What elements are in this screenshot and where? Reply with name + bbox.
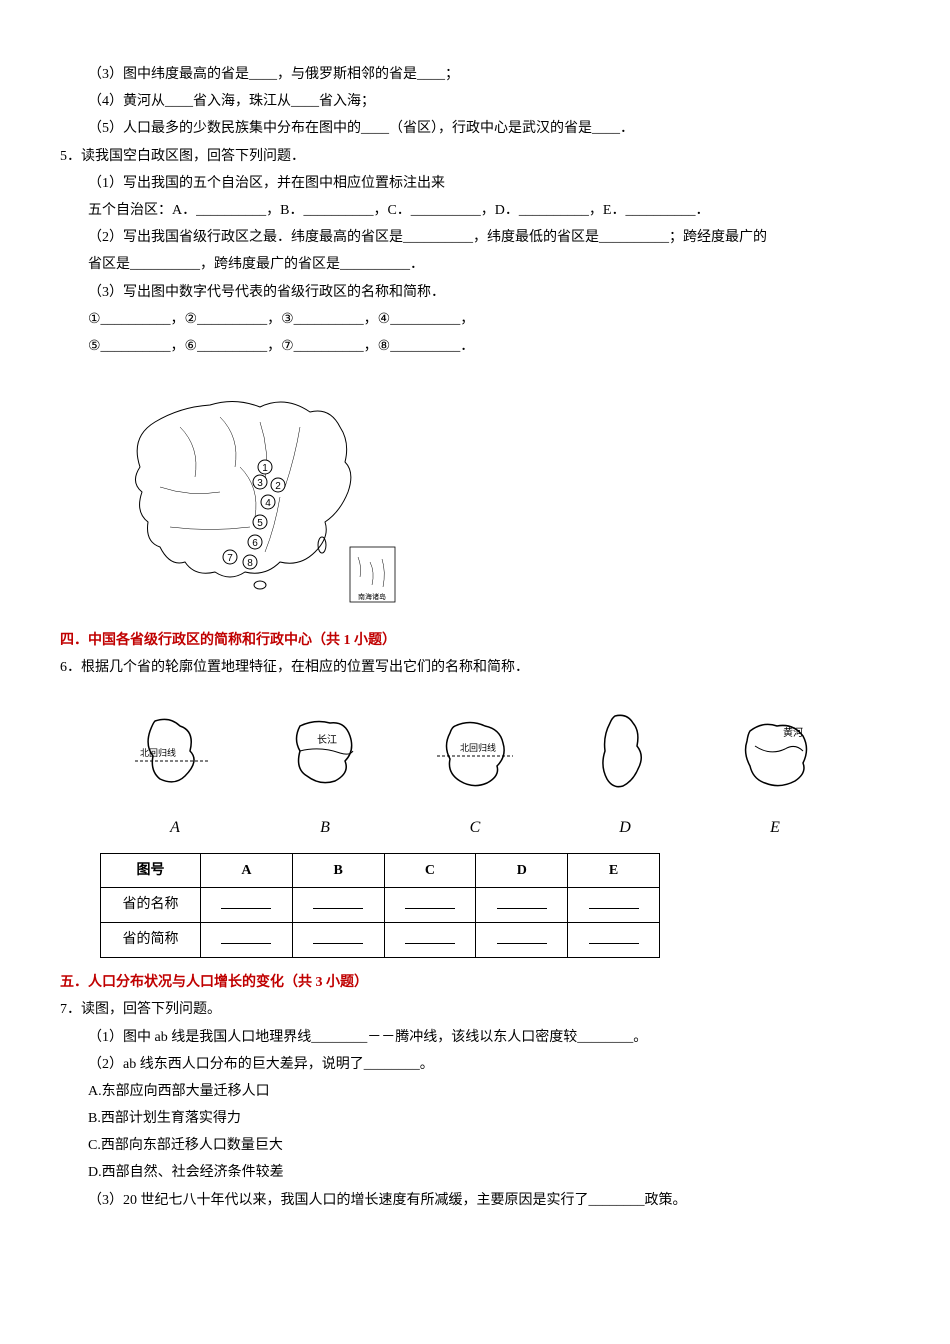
q-line-3: （3）图中纬度最高的省是____，与俄罗斯相邻的省是____；: [60, 62, 890, 87]
q5-p2a: （2）写出我国省级行政区之最．纬度最高的省区是__________，纬度最低的省…: [60, 225, 890, 250]
map-legend-text: 南海诸岛: [358, 592, 386, 601]
q7-optD: D.西部自然、社会经济条件较差: [60, 1160, 890, 1185]
outline-E-annotation: 黄河: [783, 726, 803, 739]
map-num-3: 3: [257, 478, 263, 489]
th-B: B: [292, 853, 384, 887]
outline-E-label: E: [720, 814, 830, 843]
q5-p3: （3）写出图中数字代号代表的省级行政区的名称和简称．: [60, 280, 890, 305]
row1-label: 省的名称: [101, 887, 201, 922]
q7-optC: C.西部向东部迁移人口数量巨大: [60, 1133, 890, 1158]
outline-D-label: D: [570, 814, 680, 843]
china-map: 1 2 3 4 5 6 7 8 南海诸岛: [100, 367, 890, 616]
th-C: C: [384, 853, 476, 887]
outline-C-label: C: [420, 814, 530, 843]
blank: [313, 892, 363, 909]
outline-A: 北回归线 A: [120, 701, 230, 843]
text: （3）图中纬度最高的省是____，与俄罗斯相邻的省是____；: [88, 67, 459, 82]
q5-stem: 5．读我国空白政区图，回答下列问题．: [60, 144, 890, 169]
outline-C-annotation: 北回归线: [460, 742, 496, 753]
text: 6．根据几个省的轮廓位置地理特征，在相应的位置写出它们的名称和简称．: [60, 660, 529, 675]
q5-p1b: 五个自治区：A．__________，B．__________，C．______…: [60, 198, 890, 223]
blank: [221, 892, 271, 909]
blank: [497, 892, 547, 909]
text: ⑤__________，⑥__________，⑦__________，⑧___…: [88, 339, 474, 354]
text: （1）写出我国的五个自治区，并在图中相应位置标注出来: [88, 176, 445, 191]
q5-p3a: ①__________，②__________，③__________，④___…: [60, 307, 890, 332]
outline-B: 长江 B: [270, 701, 380, 843]
blank: [405, 927, 455, 944]
q5-p3b: ⑤__________，⑥__________，⑦__________，⑧___…: [60, 334, 890, 359]
province-outlines: 北回归线 A 长江 B 北回归线 C D 黄河 E: [100, 701, 850, 843]
text: （2）ab 线东西人口分布的巨大差异，说明了________。: [88, 1057, 434, 1072]
text: ①__________，②__________，③__________，④___…: [88, 312, 474, 327]
map-num-8: 8: [247, 558, 253, 569]
q-line-4: （4）黄河从____省入海，珠江从____省入海；: [60, 89, 890, 114]
text: 省区是__________，跨纬度最广的省区是__________．: [88, 257, 424, 272]
text: B.西部计划生育落实得力: [88, 1111, 241, 1126]
map-num-6: 6: [252, 538, 258, 549]
q5-p2b: 省区是__________，跨纬度最广的省区是__________．: [60, 252, 890, 277]
q7-p3: （3）20 世纪七八十年代以来，我国人口的增长速度有所减缓，主要原因是实行了__…: [60, 1188, 890, 1213]
q7-p1: （1）图中 ab 线是我国人口地理界线________－－腾冲线，该线以东人口密…: [60, 1025, 890, 1050]
table-header-row: 图号 A B C D E: [101, 853, 660, 887]
outline-B-label: B: [270, 814, 380, 843]
q7-optA: A.东部应向西部大量迁移人口: [60, 1079, 890, 1104]
th-0: 图号: [101, 853, 201, 887]
text: 五．人口分布状况与人口增长的变化（共 3 小题）: [60, 975, 368, 990]
blank: [497, 927, 547, 944]
answer-table: 图号 A B C D E 省的名称 省的简称: [100, 853, 660, 959]
table-row: 省的名称: [101, 887, 660, 922]
text: （4）黄河从____省入海，珠江从____省入海；: [88, 94, 375, 109]
blank: [405, 892, 455, 909]
text: （3）写出图中数字代号代表的省级行政区的名称和简称．: [88, 285, 445, 300]
text: C.西部向东部迁移人口数量巨大: [88, 1138, 283, 1153]
outline-A-label: A: [120, 814, 230, 843]
table-row: 省的简称: [101, 922, 660, 957]
china-map-svg: 1 2 3 4 5 6 7 8 南海诸岛: [100, 367, 400, 607]
text: D.西部自然、社会经济条件较差: [88, 1165, 284, 1180]
blank: [589, 927, 639, 944]
th-D: D: [476, 853, 568, 887]
outline-E: 黄河 E: [720, 701, 830, 843]
blank: [221, 927, 271, 944]
text: 7．读图，回答下列问题。: [60, 1002, 221, 1017]
map-num-2: 2: [275, 481, 281, 492]
row2-label: 省的简称: [101, 922, 201, 957]
section4-header: 四．中国各省级行政区的简称和行政中心（共 1 小题）: [60, 628, 890, 653]
th-A: A: [201, 853, 293, 887]
section5-header: 五．人口分布状况与人口增长的变化（共 3 小题）: [60, 970, 890, 995]
th-E: E: [568, 853, 660, 887]
map-num-1: 1: [262, 463, 268, 474]
q5-p1: （1）写出我国的五个自治区，并在图中相应位置标注出来: [60, 171, 890, 196]
outline-A-annotation: 北回归线: [140, 747, 176, 758]
map-num-5: 5: [257, 518, 263, 529]
q7-p2: （2）ab 线东西人口分布的巨大差异，说明了________。: [60, 1052, 890, 1077]
text: 5．读我国空白政区图，回答下列问题．: [60, 149, 305, 164]
text: （1）图中 ab 线是我国人口地理界线________－－腾冲线，该线以东人口密…: [88, 1030, 647, 1045]
map-num-7: 7: [227, 553, 233, 564]
text: （2）写出我国省级行政区之最．纬度最高的省区是__________，纬度最低的省…: [88, 230, 767, 245]
map-num-4: 4: [265, 498, 271, 509]
outline-B-annotation: 长江: [317, 734, 337, 746]
q6-stem: 6．根据几个省的轮廓位置地理特征，在相应的位置写出它们的名称和简称．: [60, 655, 890, 680]
blank: [313, 927, 363, 944]
q7-optB: B.西部计划生育落实得力: [60, 1106, 890, 1131]
text: （5）人口最多的少数民族集中分布在图中的____（省区），行政中心是武汉的省是_…: [88, 121, 634, 136]
q-line-5: （5）人口最多的少数民族集中分布在图中的____（省区），行政中心是武汉的省是_…: [60, 116, 890, 141]
blank: [589, 892, 639, 909]
outline-C: 北回归线 C: [420, 701, 530, 843]
q7-stem: 7．读图，回答下列问题。: [60, 997, 890, 1022]
text: 五个自治区：A．__________，B．__________，C．______…: [88, 203, 709, 218]
text: 四．中国各省级行政区的简称和行政中心（共 1 小题）: [60, 633, 396, 648]
text: A.东部应向西部大量迁移人口: [88, 1084, 270, 1099]
text: （3）20 世纪七八十年代以来，我国人口的增长速度有所减缓，主要原因是实行了__…: [88, 1193, 687, 1208]
outline-D: D: [570, 701, 680, 843]
